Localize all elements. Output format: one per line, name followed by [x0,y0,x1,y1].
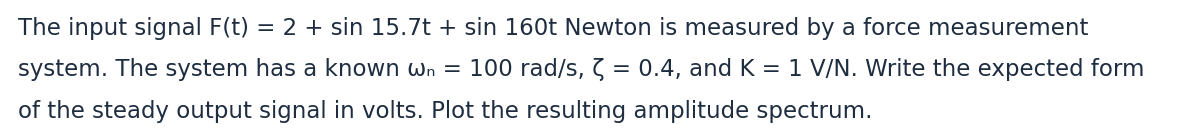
Text: of the steady output signal in volts. Plot the resulting amplitude spectrum.: of the steady output signal in volts. Pl… [18,100,872,123]
Text: system. The system has a known ωₙ = 100 rad/s, ζ = 0.4, and K = 1 V/N. Write the: system. The system has a known ωₙ = 100 … [18,58,1145,81]
Text: The input signal F(t) = 2 + sin 15.7t + sin 160t Newton is measured by a force m: The input signal F(t) = 2 + sin 15.7t + … [18,17,1088,40]
